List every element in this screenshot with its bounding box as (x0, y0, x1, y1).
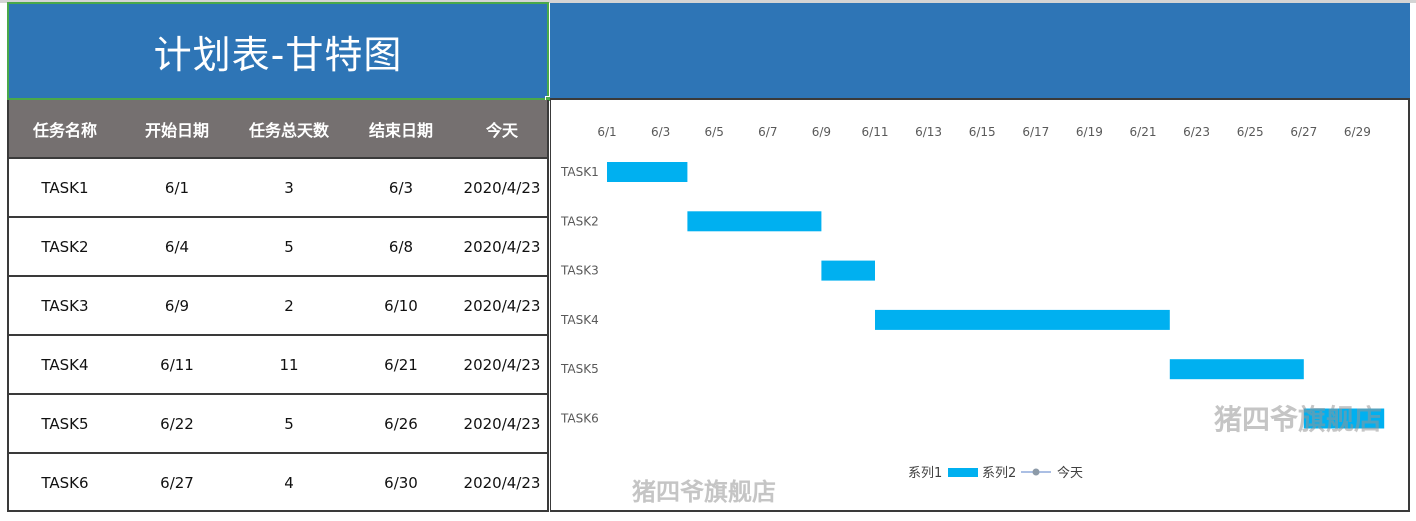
header-start-date[interactable]: 开始日期 (144, 120, 209, 140)
cell-today[interactable]: 2020/4/23 (463, 355, 541, 374)
x-tick-label: 6/13 (915, 125, 942, 139)
x-tick-label: 6/1 (597, 125, 616, 139)
table-header: 任务名称 开始日期 任务总天数 结束日期 今天 (9, 100, 547, 159)
cell-days[interactable]: 5 (284, 237, 294, 256)
legend-swatch-series2 (948, 468, 978, 477)
table-row: TASK5 6/22 5 6/26 2020/4/23 (9, 395, 547, 454)
table-row: TASK2 6/4 5 6/8 2020/4/23 (9, 218, 547, 277)
legend-marker-today (1032, 468, 1040, 476)
cell-start[interactable]: 6/27 (160, 473, 194, 492)
watermark: 猪四爷旗舰店 (632, 478, 776, 506)
gantt-bar[interactable] (687, 211, 822, 232)
watermark: 猪四爷旗舰店 (1214, 403, 1383, 436)
gantt-bar[interactable] (1303, 408, 1385, 429)
gantt-bar[interactable] (821, 260, 875, 281)
x-tick-label: 6/3 (651, 125, 670, 139)
table-row: TASK1 6/1 3 6/3 2020/4/23 (9, 159, 547, 218)
x-tick-label: 6/23 (1183, 125, 1210, 139)
y-category-label: TASK6 (560, 412, 599, 426)
header-end-date[interactable]: 结束日期 (368, 120, 433, 140)
table-row: TASK3 6/9 2 6/10 2020/4/23 (9, 277, 547, 336)
cell-end[interactable]: 6/10 (384, 296, 418, 315)
header-today[interactable]: 今天 (485, 120, 518, 140)
x-tick-label: 6/27 (1290, 125, 1317, 139)
cell-task[interactable]: TASK3 (41, 296, 89, 315)
cell-task[interactable]: TASK2 (41, 237, 89, 256)
cell-days[interactable]: 5 (284, 414, 294, 433)
cell-start[interactable]: 6/9 (164, 296, 190, 315)
cell-start[interactable]: 6/22 (160, 414, 194, 433)
cell-task[interactable]: TASK5 (41, 414, 89, 433)
cell-start[interactable]: 6/4 (164, 237, 190, 256)
cell-task[interactable]: TASK6 (41, 473, 89, 492)
cell-end[interactable]: 6/3 (388, 178, 414, 197)
header-total-days[interactable]: 任务总天数 (248, 120, 329, 140)
cell-end[interactable]: 6/26 (384, 414, 418, 433)
y-category-label: TASK4 (560, 313, 599, 327)
task-table: 任务名称 开始日期 任务总天数 结束日期 今天 TASK1 6/1 3 6/3 … (7, 100, 549, 512)
title-banner-right (550, 3, 1410, 99)
header-task-name[interactable]: 任务名称 (32, 120, 97, 140)
x-tick-label: 6/17 (1022, 125, 1049, 139)
y-category-label: TASK1 (560, 165, 599, 179)
cell-end[interactable]: 6/8 (388, 237, 414, 256)
cell-days[interactable]: 11 (279, 355, 299, 374)
cell-days[interactable]: 4 (284, 473, 294, 492)
y-category-label: TASK2 (560, 214, 599, 228)
cell-days[interactable]: 2 (284, 296, 294, 315)
cell-days[interactable]: 3 (284, 178, 294, 197)
x-tick-label: 6/5 (705, 125, 724, 139)
x-tick-label: 6/29 (1344, 125, 1371, 139)
table-row: TASK4 6/11 11 6/21 2020/4/23 (9, 336, 547, 395)
cell-today[interactable]: 2020/4/23 (463, 296, 541, 315)
x-tick-label: 6/21 (1130, 125, 1157, 139)
x-tick-label: 6/11 (862, 125, 889, 139)
gantt-bar[interactable] (875, 309, 1170, 330)
cell-end[interactable]: 6/30 (384, 473, 418, 492)
x-tick-label: 6/7 (758, 125, 777, 139)
cell-start[interactable]: 6/1 (164, 178, 190, 197)
table-row: TASK6 6/27 4 6/30 2020/4/23 (9, 454, 547, 511)
y-category-label: TASK3 (560, 264, 599, 278)
cell-task[interactable]: TASK4 (41, 355, 89, 374)
gantt-bar[interactable] (1169, 359, 1304, 380)
cell-today[interactable]: 2020/4/23 (463, 178, 541, 197)
legend-label-series1: 系列1 (908, 466, 942, 481)
cell-today[interactable]: 2020/4/23 (463, 237, 541, 256)
gantt-chart[interactable]: 6/1 6/3 6/5 6/7 6/9 6/11 6/13 6/15 6/17 6/19 6/21 6… (550, 98, 1410, 512)
gantt-bar[interactable] (607, 162, 688, 182)
cell-end[interactable]: 6/21 (384, 355, 418, 374)
legend-label-today: 今天 (1057, 465, 1083, 481)
x-tick-label: 6/19 (1076, 125, 1103, 139)
page-title: 计划表-甘特图 (153, 32, 403, 77)
title-cell[interactable]: 计划表-甘特图 (7, 2, 549, 100)
cell-today[interactable]: 2020/4/23 (463, 414, 541, 433)
sheet-grid-strip (0, 0, 1416, 3)
cell-task[interactable]: TASK1 (41, 178, 89, 197)
x-tick-label: 6/25 (1237, 125, 1264, 139)
cell-start[interactable]: 6/11 (160, 355, 194, 374)
legend-label-series2: 系列2 (982, 466, 1016, 481)
x-tick-label: 6/9 (812, 125, 831, 139)
x-tick-label: 6/15 (969, 125, 996, 139)
gantt-chart-svg: 6/1 6/3 6/5 6/7 6/9 6/11 6/13 6/15 6/17 6/19 6/21 6… (560, 125, 1385, 481)
cell-today[interactable]: 2020/4/23 (463, 473, 541, 492)
y-category-label: TASK5 (560, 362, 599, 376)
